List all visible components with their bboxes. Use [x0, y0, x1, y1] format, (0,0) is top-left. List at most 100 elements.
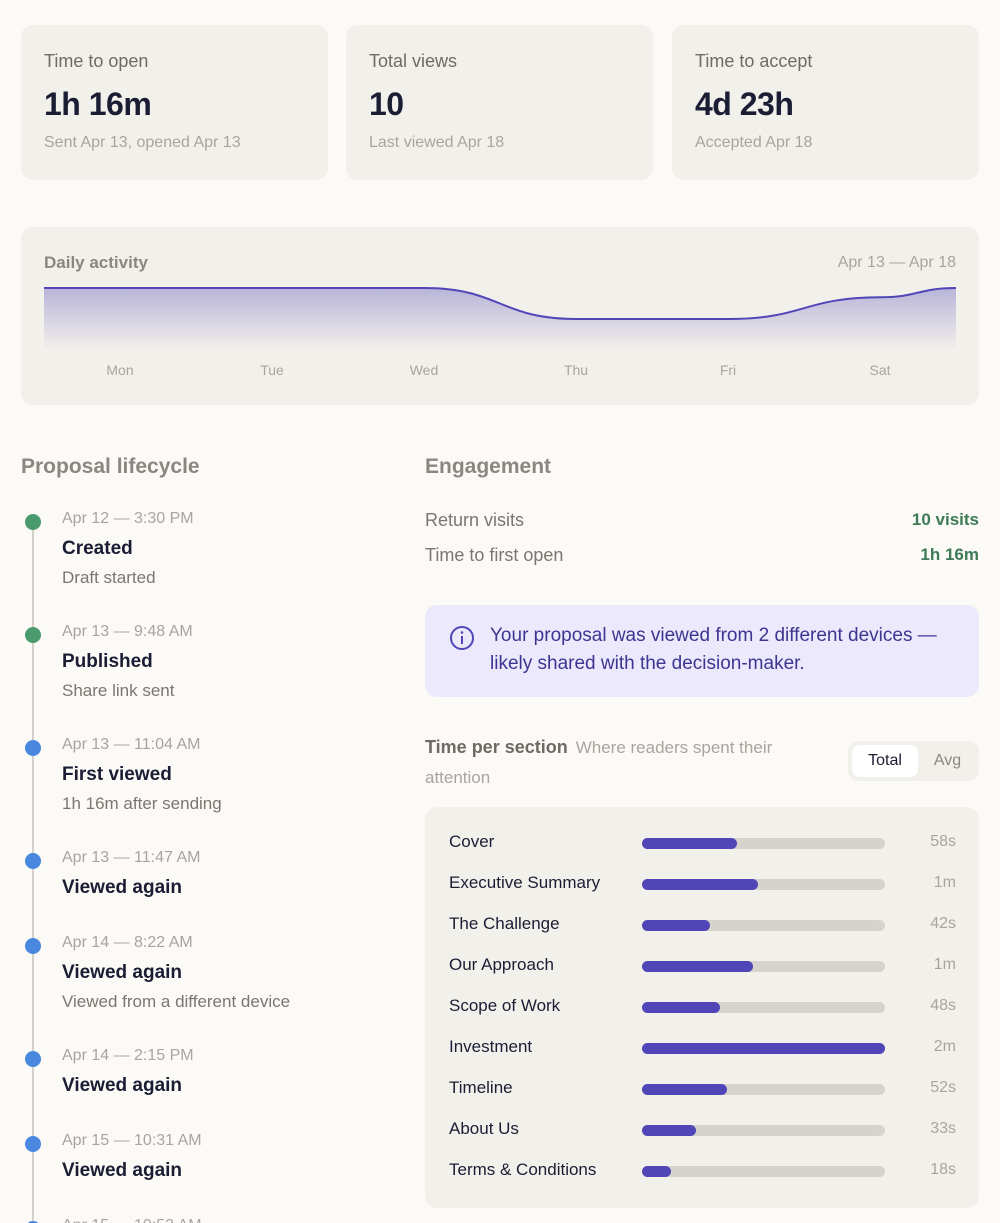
section-value: 18s	[930, 1161, 956, 1178]
section-name: Our Approach	[449, 955, 554, 974]
section-value: 42s	[930, 915, 956, 932]
event-desc: Viewed from a different device	[62, 992, 291, 1011]
event-title: Created	[62, 538, 133, 559]
bar-track	[642, 961, 885, 972]
engagement-label: Return visits	[425, 510, 525, 530]
bar	[642, 838, 737, 849]
activity-chart: Mon Tue Wed Thu Fri Sat	[44, 286, 957, 378]
activity-line	[44, 286, 957, 321]
section-name: Terms & Conditions	[449, 1160, 597, 1179]
timeline-dot	[25, 938, 41, 954]
event-title: First viewed	[62, 764, 172, 785]
activity-area	[44, 288, 956, 350]
timeline-dot	[25, 853, 41, 869]
bar	[642, 1166, 672, 1177]
engagement-label: Time to first open	[425, 545, 564, 565]
section-title: Time per section	[425, 737, 568, 757]
day-label: Thu	[564, 362, 588, 378]
toggle-total[interactable]: Total	[852, 745, 918, 777]
stat-card	[672, 25, 979, 180]
section-value: 1m	[933, 956, 956, 973]
bar-track	[642, 1084, 885, 1095]
event-date: Apr 13 — 9:48 AM	[62, 623, 193, 640]
activity-title: Daily activity	[44, 253, 148, 272]
bar	[642, 1002, 721, 1013]
timeline-dot	[25, 740, 41, 756]
stat-label: Time to open	[44, 51, 149, 71]
section-value: 33s	[930, 1120, 956, 1137]
stat-card	[21, 25, 328, 180]
section-value: 58s	[930, 833, 956, 850]
section-name: Investment	[449, 1037, 533, 1056]
section-value: 52s	[930, 1079, 956, 1096]
event-title: Viewed again	[62, 1075, 183, 1096]
event-date: Apr 15 — 10:31 AM	[62, 1132, 202, 1149]
section-value: 1m	[933, 874, 956, 891]
section-name: Timeline	[449, 1078, 513, 1097]
activity-range: Apr 13 — Apr 18	[837, 254, 956, 271]
timeline-line	[32, 520, 34, 1223]
event-title: Viewed again	[62, 877, 183, 898]
bar-track	[642, 920, 885, 931]
event-date: Apr 14 — 2:15 PM	[62, 1047, 194, 1064]
bar	[642, 920, 711, 931]
engagement-value: 1h 16m	[920, 545, 979, 564]
stat-label: Time to accept	[695, 51, 813, 71]
event-date: Apr 13 — 11:47 AM	[62, 849, 201, 866]
timeline-dot	[25, 1221, 41, 1223]
day-label: Wed	[410, 362, 439, 378]
timeline-dot	[25, 1136, 41, 1152]
bar-track	[642, 879, 885, 890]
bar	[642, 961, 753, 972]
bar	[642, 1084, 727, 1095]
bar-track	[642, 1166, 885, 1177]
section-name: Scope of Work	[449, 996, 561, 1015]
stat-value: 4d 23h	[695, 86, 794, 122]
stat-label: Total views	[369, 51, 458, 71]
event-title: Viewed again	[62, 1160, 183, 1181]
stat-sub: Sent Apr 13, opened Apr 13	[44, 134, 241, 151]
timeline-dot	[25, 1051, 41, 1067]
event-date: Apr 13 — 11:04 AM	[62, 736, 201, 753]
day-label: Tue	[260, 362, 284, 378]
event-title: Published	[62, 651, 153, 672]
section-name: The Challenge	[449, 914, 560, 933]
bar-track	[642, 838, 885, 849]
toggle: Total Avg	[848, 741, 979, 781]
bar-track	[642, 1002, 885, 1013]
engagement-value: 10 visits	[911, 510, 979, 529]
section-value: 2m	[933, 1038, 956, 1055]
bar-track	[642, 1125, 885, 1136]
stat-sub: Accepted Apr 18	[695, 134, 813, 151]
event-date: Apr 12 — 3:30 PM	[62, 510, 194, 527]
stat-value: 10	[369, 86, 404, 122]
section-heading: Time per section Where readers spent thei…	[425, 733, 825, 793]
section-value: 48s	[930, 997, 956, 1014]
section-name: About Us	[449, 1119, 519, 1138]
stat-value: 1h 16m	[44, 86, 152, 122]
lifecycle-title: Proposal lifecycle	[21, 455, 200, 478]
event-date: Apr 14 — 8:22 AM	[62, 934, 193, 951]
day-label: Mon	[106, 362, 133, 378]
event-date: Apr 15 — 10:53 AM	[62, 1217, 202, 1223]
section-name: Cover	[449, 832, 495, 851]
callout-text: Your proposal was viewed from 2 differen…	[490, 625, 937, 674]
timeline-dot	[25, 627, 41, 643]
day-label: Sat	[869, 362, 890, 378]
section-name: Executive Summary	[449, 873, 601, 892]
info-icon	[450, 626, 474, 650]
bar	[642, 879, 758, 890]
engagement-title: Engagement	[425, 455, 552, 478]
bar	[642, 1125, 696, 1136]
stat-card	[346, 25, 653, 180]
stat-sub: Last viewed Apr 18	[369, 134, 505, 151]
toggle-avg[interactable]: Avg	[933, 752, 962, 769]
timeline-dot	[25, 514, 41, 530]
day-label: Fri	[720, 362, 736, 378]
event-desc: Share link sent	[62, 681, 175, 700]
event-desc: Draft started	[62, 568, 156, 587]
event-desc: 1h 16m after sending	[62, 794, 222, 813]
event-title: Viewed again	[62, 962, 183, 983]
section-subtitle: Where readers spent their attention	[425, 738, 773, 787]
